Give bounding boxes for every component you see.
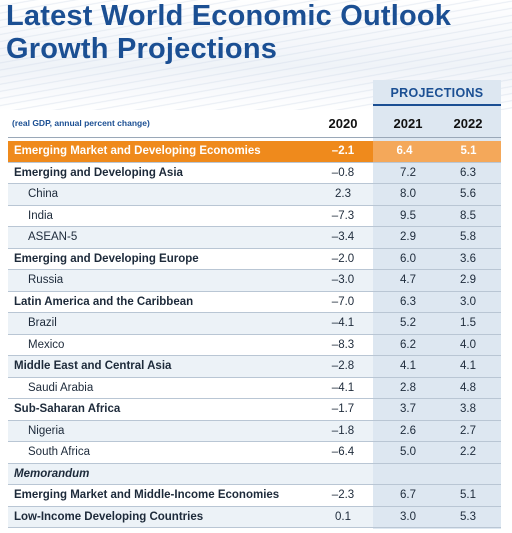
value-2021: 6.0: [400, 252, 416, 265]
row-label: Latin America and the Caribbean: [14, 295, 194, 308]
row-label: Emerging and Developing Europe: [14, 252, 199, 265]
value-2021: 6.7: [400, 489, 416, 501]
value-2020: –4.1: [331, 317, 355, 329]
table-row: Sub-Saharan Africa –1.7 3.7 3.8: [8, 399, 501, 421]
value-2022: 2.2: [460, 446, 476, 458]
value-2021: 8.0: [400, 188, 416, 200]
value-2020: –2.1: [331, 145, 355, 157]
row-label: India: [28, 209, 53, 222]
value-2021: 2.8: [400, 381, 416, 394]
unit-label: (real GDP, annual percent change): [12, 118, 150, 128]
table-row: Nigeria –1.8 2.6 2.7: [8, 420, 501, 442]
row-label: China: [28, 188, 59, 200]
table-row: Emerging and Developing Asia –0.8 7.2 6.3: [8, 163, 501, 184]
value-2020: 0.1: [335, 510, 351, 523]
row-label: Emerging and Developing Asia: [14, 166, 183, 179]
value-2022: 5.6: [460, 188, 476, 200]
value-2022: 4.0: [460, 338, 476, 351]
value-2022: 3.6: [460, 252, 476, 265]
value-2020: –0.8: [331, 166, 355, 179]
row-label: Emerging Market and Developing Economies: [14, 145, 261, 157]
value-2021: 5.2: [400, 317, 416, 329]
row-label: Nigeria: [28, 424, 65, 437]
value-2020: –3.0: [331, 274, 355, 286]
table-row: ASEAN-5 –3.4 2.9 5.8: [8, 227, 501, 249]
table-row: South Africa –6.4 5.0 2.2: [8, 442, 501, 464]
row-label: Russia: [28, 274, 64, 286]
value-2021: 4.1: [400, 360, 416, 372]
value-2022: 4.1: [460, 360, 476, 372]
table-row: Emerging Market and Middle-Income Econom…: [8, 485, 501, 507]
table-row: Latin America and the Caribbean –7.0 6.3 3.…: [8, 292, 501, 313]
value-2020: –3.4: [331, 231, 355, 243]
value-2021: 3.7: [400, 403, 416, 415]
row-label: Emerging Market and Middle-Income Econom…: [14, 489, 280, 501]
table-row: Mexico –8.3 6.2 4.0: [8, 335, 501, 356]
row-label: ASEAN-5: [28, 231, 78, 243]
value-2021: 9.5: [400, 209, 416, 222]
value-2021: 5.0: [400, 446, 416, 458]
row-label: South Africa: [28, 446, 91, 458]
value-2020: –1.8: [331, 424, 355, 437]
table-row: China 2.3 8.0 5.6: [8, 184, 501, 206]
value-2020: 2.3: [335, 188, 351, 200]
value-2022: 1.5: [460, 317, 476, 329]
value-2022: 5.8: [460, 231, 476, 243]
value-2021: 3.0: [400, 510, 416, 523]
value-2021: 2.6: [400, 424, 416, 437]
value-2022: 6.3: [460, 166, 476, 179]
row-label: Brazil: [28, 317, 57, 329]
row-label: Middle East and Central Asia: [14, 360, 172, 372]
page-title: Latest World Economic Outlook Growth Pro…: [6, 0, 451, 66]
value-2021: 7.2: [400, 166, 416, 179]
table-row: Middle East and Central Asia –2.8 4.1 4.1: [8, 356, 501, 378]
value-2021: 6.3: [400, 295, 416, 308]
value-2020: –2.8: [331, 360, 355, 372]
year-header-2020: 2020: [328, 116, 358, 131]
row-label: Low-Income Developing Countries: [14, 510, 204, 523]
value-2022: 3.0: [460, 295, 476, 308]
value-2022: 8.5: [460, 209, 476, 222]
header-divider: [8, 137, 501, 138]
value-2020: –2.3: [331, 489, 355, 501]
value-2020: –7.3: [331, 209, 355, 222]
row-label: Saudi Arabia: [28, 381, 94, 394]
value-2020: –8.3: [331, 338, 355, 351]
row-label: Memorandum: [14, 467, 90, 480]
value-2020: –1.7: [331, 403, 355, 415]
table-row: India –7.3 9.5 8.5: [8, 206, 501, 227]
value-2022: 2.7: [460, 424, 476, 437]
value-2022: 5.3: [460, 510, 476, 523]
value-2020: –2.0: [331, 252, 355, 265]
value-2021: 4.7: [400, 274, 416, 286]
value-2022: 2.9: [460, 274, 476, 286]
table-row: Brazil –4.1 5.2 1.5: [8, 313, 501, 335]
value-2020: –7.0: [331, 295, 355, 308]
projections-label: PROJECTIONS: [390, 86, 484, 100]
value-2020: –6.4: [331, 446, 355, 458]
year-header-2021: 2021: [393, 116, 423, 131]
table-row: Memorandum: [8, 463, 501, 485]
value-2021: 2.9: [400, 231, 416, 243]
value-2022: 5.1: [436, 141, 501, 162]
title-line-1: Latest World Economic Outlook: [6, 0, 452, 32]
projections-underline: [373, 104, 501, 106]
table-row: Saudi Arabia –4.1 2.8 4.8: [8, 378, 501, 399]
value-2022: 5.1: [460, 489, 476, 501]
value-2022: 4.8: [460, 381, 476, 394]
table-row: Russia –3.0 4.7 2.9: [8, 270, 501, 292]
row-label: Mexico: [28, 338, 65, 351]
value-2021: 6.4: [373, 141, 436, 162]
value-2021: 6.2: [400, 338, 416, 351]
year-header-2022: 2022: [453, 116, 483, 131]
table-row: Emerging Market and Developing Economies…: [8, 141, 501, 163]
row-label: Sub-Saharan Africa: [14, 403, 121, 415]
table-row: Emerging and Developing Europe –2.0 6.0 3.6: [8, 249, 501, 270]
value-2020: –4.1: [331, 381, 355, 394]
growth-table: Emerging Market and Developing Economies…: [8, 141, 501, 528]
title-line-2: Growth Projections: [6, 33, 278, 65]
value-2022: 3.8: [460, 403, 476, 415]
table-row: Low-Income Developing Countries 0.1 3.0 5.3: [8, 506, 501, 528]
